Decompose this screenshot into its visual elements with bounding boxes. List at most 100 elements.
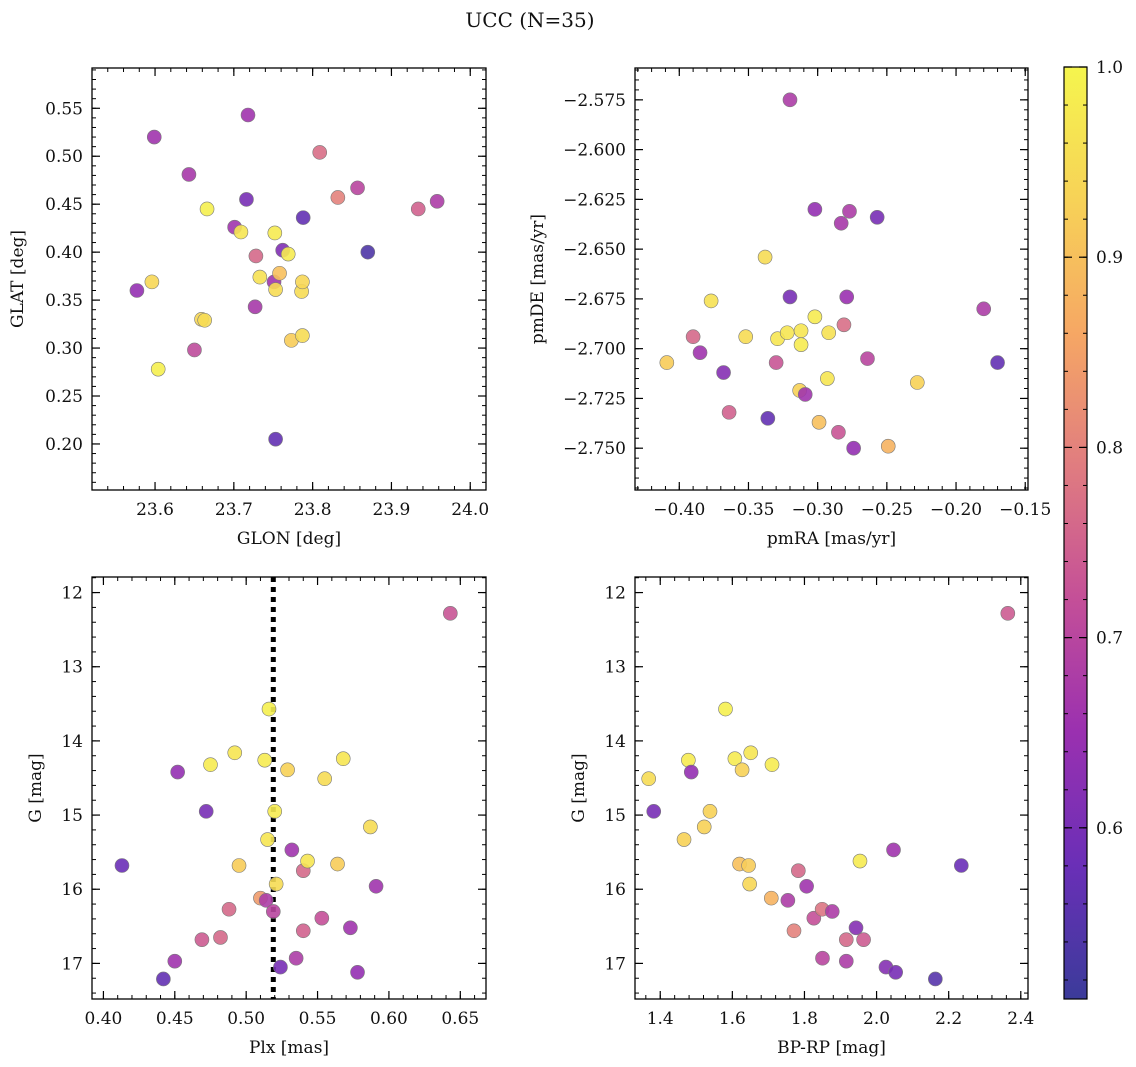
y-tick-label: 12 bbox=[604, 584, 626, 604]
data-point bbox=[330, 856, 345, 872]
data-point bbox=[683, 764, 699, 780]
data-point bbox=[198, 804, 214, 819]
data-point bbox=[793, 323, 809, 339]
data-point bbox=[295, 274, 310, 290]
data-point bbox=[727, 751, 743, 767]
data-point bbox=[247, 299, 263, 315]
data-point bbox=[831, 424, 846, 440]
data-point bbox=[838, 932, 854, 947]
data-point bbox=[343, 920, 358, 936]
y-tick-label: 17 bbox=[604, 954, 626, 974]
data-point bbox=[300, 853, 315, 869]
colorbar: 0.6 0.7 0.8 0.9 1.0 bbox=[1063, 58, 1123, 1000]
data-point bbox=[824, 904, 840, 919]
data-point bbox=[779, 325, 795, 341]
x-tick-label: 23.6 bbox=[136, 500, 174, 520]
data-point bbox=[743, 745, 759, 761]
y-tick-label: −2.725 bbox=[563, 389, 626, 409]
y-tick-label: 15 bbox=[61, 806, 83, 826]
data-point bbox=[350, 180, 365, 196]
y-tick-label: 14 bbox=[604, 732, 626, 752]
x-tick-label: 0.60 bbox=[370, 1009, 408, 1029]
data-point bbox=[268, 282, 283, 297]
data-point bbox=[793, 337, 809, 352]
axes-frame bbox=[91, 67, 487, 491]
data-point bbox=[280, 762, 295, 778]
x-tick-label: 0.50 bbox=[227, 1009, 265, 1029]
y-tick-label: 15 bbox=[604, 806, 626, 826]
data-point bbox=[146, 129, 162, 145]
data-point bbox=[429, 194, 445, 209]
plot-area bbox=[114, 577, 458, 999]
colorbar-tick-label: 0.8 bbox=[1096, 438, 1123, 458]
data-point bbox=[836, 317, 852, 333]
y-tick-label: 0.50 bbox=[45, 147, 83, 167]
data-point bbox=[838, 953, 854, 969]
x-tick-label: 1.6 bbox=[719, 1009, 746, 1029]
data-point bbox=[203, 757, 218, 772]
data-point bbox=[860, 351, 875, 366]
data-point bbox=[928, 971, 943, 987]
y-tick-label: 13 bbox=[604, 658, 626, 678]
x-tick-label: 23.7 bbox=[215, 500, 253, 520]
data-point bbox=[363, 819, 378, 835]
plot-area bbox=[659, 92, 1005, 456]
data-point bbox=[760, 411, 776, 426]
data-point bbox=[265, 904, 281, 919]
x-tick-label: 2.4 bbox=[1007, 1009, 1034, 1029]
x-tick-label: −0.30 bbox=[792, 500, 844, 520]
data-point bbox=[267, 804, 283, 819]
y-tick-label: −2.600 bbox=[563, 141, 626, 161]
axes-frame bbox=[91, 576, 487, 1000]
y-tick-label: 0.25 bbox=[45, 387, 83, 407]
data-point bbox=[791, 863, 806, 878]
data-point bbox=[764, 757, 780, 772]
data-point bbox=[646, 804, 662, 819]
colorbar-gradient bbox=[1063, 66, 1088, 1000]
data-point bbox=[227, 745, 243, 761]
data-point bbox=[763, 890, 779, 906]
data-point bbox=[257, 752, 273, 768]
x-axis-label: GLON [deg] bbox=[237, 529, 341, 549]
data-point bbox=[350, 965, 365, 980]
data-point bbox=[295, 923, 311, 939]
data-point bbox=[267, 225, 283, 241]
data-point bbox=[641, 771, 657, 787]
colorbar-tick-label: 1.0 bbox=[1096, 58, 1123, 78]
x-tick-label: −0.15 bbox=[999, 500, 1051, 520]
y-tick-label: 0.30 bbox=[45, 339, 83, 359]
x-tick-label: 24.0 bbox=[451, 500, 489, 520]
y-tick-label: 14 bbox=[61, 732, 83, 752]
data-point bbox=[187, 342, 202, 358]
y-tick-label: −2.650 bbox=[563, 240, 626, 260]
data-point bbox=[738, 329, 754, 345]
x-tick-label: −0.25 bbox=[861, 500, 913, 520]
data-point bbox=[833, 215, 849, 231]
y-axis-label: GLAT [deg] bbox=[8, 230, 28, 328]
data-point bbox=[807, 309, 823, 325]
data-point bbox=[197, 312, 212, 328]
data-point bbox=[288, 950, 304, 966]
data-point bbox=[213, 930, 228, 945]
data-point bbox=[295, 328, 310, 343]
data-point bbox=[820, 371, 835, 386]
x-tick-label: 2.0 bbox=[863, 1009, 890, 1029]
panel-glon-glat: 23.6 23.7 23.8 23.9 24.0 0.20 0.25 0.30 0.35 0.40… bbox=[8, 67, 489, 549]
data-point bbox=[786, 923, 802, 939]
data-point bbox=[312, 145, 328, 160]
x-tick-label: −0.20 bbox=[930, 500, 982, 520]
data-point bbox=[273, 959, 288, 975]
data-point bbox=[782, 289, 798, 305]
y-tick-label: 12 bbox=[61, 584, 83, 604]
y-axis-label: pmDE [mas/yr] bbox=[528, 214, 548, 344]
data-point bbox=[317, 771, 332, 787]
data-point bbox=[846, 440, 861, 456]
data-point bbox=[953, 858, 969, 873]
y-tick-label: −2.625 bbox=[563, 190, 626, 210]
data-point bbox=[702, 804, 718, 819]
x-tick-label: −0.35 bbox=[722, 500, 774, 520]
data-point bbox=[976, 301, 992, 317]
x-axis-label: pmRA [mas/yr] bbox=[767, 529, 896, 549]
data-point bbox=[685, 329, 701, 345]
data-point bbox=[716, 365, 731, 380]
